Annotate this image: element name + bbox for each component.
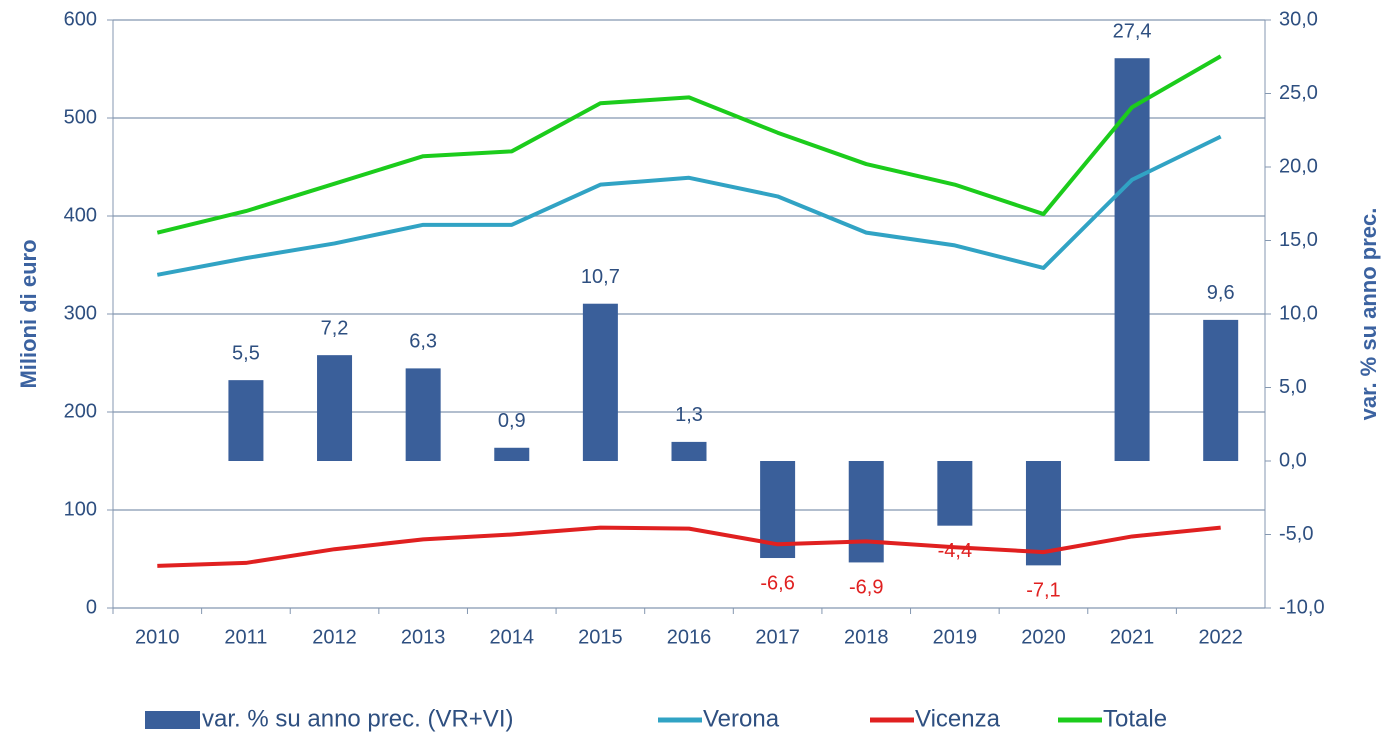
bar xyxy=(937,461,973,526)
legend-label: var. % su anno prec. (VR+VI) xyxy=(202,705,513,732)
bar xyxy=(1025,461,1061,566)
data-label: 10,7 xyxy=(581,266,620,288)
legend-label: Totale xyxy=(1103,705,1167,732)
data-label: -7,1 xyxy=(1026,580,1060,602)
y-tick-label: 100 xyxy=(64,498,97,520)
line xyxy=(156,134,1222,277)
y2-tick-label: 5,0 xyxy=(1279,376,1307,398)
y-axis-title: Milioni di euro xyxy=(16,239,41,388)
y2-axis-title: var. % su anno prec. xyxy=(1356,208,1381,421)
y-tick-label: 0 xyxy=(86,596,97,618)
y2-tick-label: 25,0 xyxy=(1279,82,1318,104)
legend-label: Vicenza xyxy=(915,705,1001,732)
y2-tick-label: 0,0 xyxy=(1279,449,1307,471)
data-label: -6,6 xyxy=(760,572,794,594)
bar xyxy=(228,380,264,461)
data-label: 1,3 xyxy=(675,404,703,426)
x-tick-label: 2014 xyxy=(490,626,535,648)
y2-tick-label: -5,0 xyxy=(1279,523,1313,545)
y-tick-label: 200 xyxy=(64,400,97,422)
bar xyxy=(582,303,618,461)
x-tick-label: 2017 xyxy=(755,626,800,648)
bar xyxy=(1114,58,1150,461)
y2-tick-label: -10,0 xyxy=(1279,596,1325,618)
bar xyxy=(317,355,353,461)
x-tick-label: 2015 xyxy=(578,626,623,648)
x-tick-label: 2019 xyxy=(933,626,978,648)
x-tick-label: 2021 xyxy=(1110,626,1155,648)
x-tick-label: 2011 xyxy=(224,626,267,648)
bar xyxy=(405,368,441,461)
bar xyxy=(848,461,884,563)
y2-tick-label: 20,0 xyxy=(1279,155,1318,177)
y2-tick-label: 10,0 xyxy=(1279,302,1318,324)
y2-tick-label: 15,0 xyxy=(1279,229,1318,251)
y-tick-label: 500 xyxy=(64,106,97,128)
bar xyxy=(671,441,707,461)
data-label: -6,9 xyxy=(849,577,883,599)
bar xyxy=(494,447,530,461)
x-tick-label: 2013 xyxy=(401,626,446,648)
x-tick-label: 2010 xyxy=(135,626,180,648)
bar xyxy=(1203,319,1239,461)
data-label: 5,5 xyxy=(232,342,260,364)
line xyxy=(156,54,1222,235)
legend-swatch xyxy=(145,711,200,729)
data-label: 0,9 xyxy=(498,410,526,432)
x-tick-label: 2020 xyxy=(1021,626,1066,648)
y-tick-label: 600 xyxy=(64,8,97,30)
data-label: 9,6 xyxy=(1207,282,1235,304)
data-label: 27,4 xyxy=(1113,21,1152,43)
y-tick-label: 300 xyxy=(64,302,97,324)
y-tick-label: 400 xyxy=(64,204,97,226)
line xyxy=(157,525,1221,568)
y2-tick-label: 30,0 xyxy=(1279,8,1318,30)
data-label: 7,2 xyxy=(321,317,349,339)
data-label: -4,4 xyxy=(938,540,972,562)
x-tick-label: 2012 xyxy=(312,626,357,648)
data-label: 6,3 xyxy=(409,331,437,353)
x-tick-label: 2022 xyxy=(1198,626,1243,648)
x-tick-label: 2018 xyxy=(844,626,889,648)
x-tick-label: 2016 xyxy=(667,626,712,648)
legend-label: Verona xyxy=(703,705,780,732)
